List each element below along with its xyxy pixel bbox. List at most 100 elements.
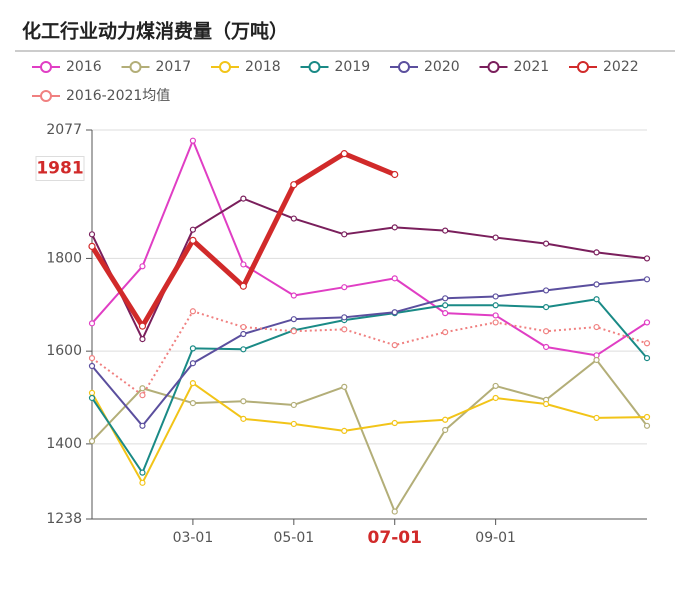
point-marker	[593, 249, 600, 256]
point-marker	[391, 309, 398, 316]
y-tick-label: 1400	[46, 436, 82, 452]
point-marker	[341, 231, 348, 238]
point-marker	[593, 296, 600, 303]
legend-label: 2019	[335, 59, 371, 75]
series-line	[91, 278, 648, 427]
point-marker	[492, 312, 499, 319]
legend-icon-marker	[40, 61, 52, 73]
point-marker	[442, 295, 449, 302]
series-line	[89, 151, 396, 329]
point-marker	[240, 195, 247, 202]
point-marker	[139, 336, 146, 343]
point-marker	[88, 242, 96, 250]
point-marker	[442, 302, 449, 309]
point-marker	[391, 419, 398, 427]
point-marker	[138, 322, 147, 330]
highlight-value-label: 1981	[36, 159, 83, 179]
point-marker	[391, 342, 398, 349]
point-marker	[88, 320, 96, 327]
point-marker	[88, 394, 96, 402]
point-marker	[391, 170, 399, 179]
legend-label: 2020	[424, 59, 460, 75]
point-marker	[442, 227, 449, 234]
point-marker	[290, 316, 297, 323]
point-marker	[139, 479, 146, 486]
legend-label: 2016-2021均值	[66, 88, 170, 104]
chart-title: 化工行业动力煤消费量（万吨）	[22, 20, 288, 43]
y-tick-label: 1800	[46, 250, 82, 266]
point-marker	[290, 328, 297, 335]
point-marker	[240, 398, 247, 405]
x-tick-label: 09-01	[475, 530, 516, 546]
legend-icon-marker	[487, 61, 500, 73]
point-marker	[442, 310, 449, 317]
point-marker	[542, 304, 550, 311]
point-marker	[341, 326, 348, 333]
point-marker	[442, 329, 449, 336]
point-marker	[391, 224, 398, 231]
point-marker	[88, 231, 96, 238]
point-marker	[542, 343, 550, 351]
point-marker	[189, 360, 197, 367]
x-tick-label: 05-01	[273, 530, 314, 546]
point-marker	[341, 383, 348, 390]
point-marker	[139, 385, 146, 392]
point-marker	[189, 226, 197, 233]
point-marker	[593, 323, 600, 331]
series-line	[91, 298, 648, 474]
point-marker	[492, 234, 499, 241]
legend-icon-marker	[308, 61, 321, 73]
point-marker	[290, 215, 297, 222]
point-marker	[139, 392, 146, 399]
x-tick-label: 03-01	[173, 530, 214, 546]
point-marker	[643, 422, 651, 429]
point-marker	[139, 469, 146, 476]
point-marker	[542, 400, 550, 408]
point-marker	[189, 236, 197, 244]
point-marker	[643, 355, 651, 362]
point-marker	[593, 281, 600, 288]
point-marker	[442, 426, 449, 434]
legend-label: 2016	[66, 59, 102, 75]
legend-icon-marker	[219, 61, 231, 73]
legend-label: 2018	[245, 59, 281, 75]
point-marker	[542, 240, 550, 247]
x-tick-label: 07-01	[368, 528, 422, 548]
point-marker	[593, 414, 600, 422]
point-marker	[139, 422, 146, 429]
point-marker	[189, 345, 197, 352]
point-marker	[290, 401, 297, 409]
point-marker	[341, 427, 348, 435]
point-marker	[240, 261, 247, 268]
point-marker	[643, 255, 651, 262]
point-marker	[492, 394, 499, 402]
point-marker	[189, 308, 197, 315]
point-marker	[189, 137, 197, 144]
point-marker	[290, 420, 297, 428]
legend-label: 2021	[514, 59, 550, 75]
point-marker	[643, 319, 651, 326]
point-marker	[189, 380, 197, 387]
y-tick-label: 1600	[46, 343, 82, 359]
point-marker	[492, 319, 499, 326]
highlight-label-box	[35, 156, 85, 182]
point-marker	[442, 416, 449, 423]
legend-icon-marker	[129, 61, 142, 73]
point-marker	[340, 150, 348, 158]
series-line	[91, 139, 648, 357]
point-marker	[542, 287, 550, 294]
point-marker	[88, 438, 96, 445]
point-marker	[391, 508, 398, 515]
point-marker	[492, 302, 499, 309]
point-marker	[341, 284, 348, 291]
point-marker	[542, 328, 550, 335]
point-marker	[643, 340, 651, 347]
point-marker	[240, 323, 247, 331]
point-marker	[492, 293, 499, 300]
point-marker	[240, 415, 247, 422]
point-marker	[139, 263, 146, 270]
legend-label: 2022	[603, 59, 639, 75]
point-marker	[239, 282, 247, 290]
point-marker	[643, 413, 651, 421]
